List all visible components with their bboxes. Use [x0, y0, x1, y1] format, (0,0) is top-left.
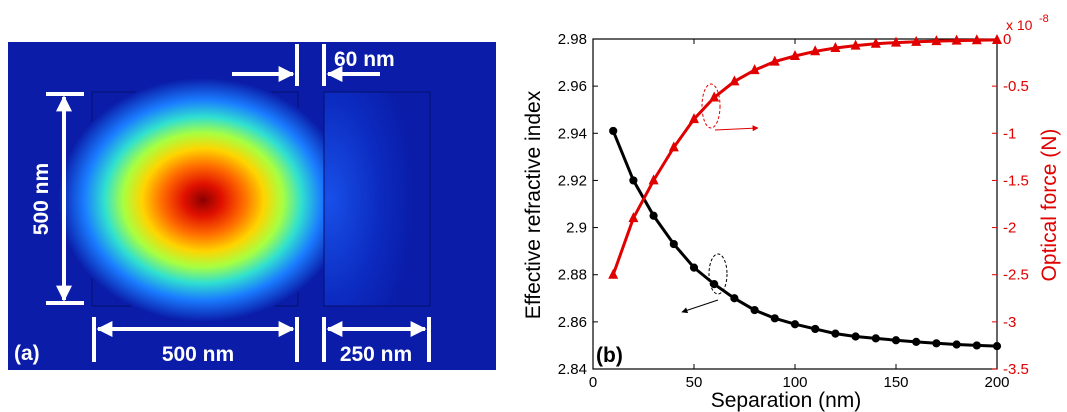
- panel-b-label: (b): [596, 344, 623, 367]
- data-point-left: [609, 126, 618, 136]
- data-point-right: [608, 268, 619, 279]
- data-point-left: [730, 294, 739, 303]
- data-point-left: [629, 176, 638, 185]
- black-curve-marker-ellipse: [708, 253, 728, 295]
- data-point-left: [972, 341, 981, 350]
- data-point-left: [871, 334, 880, 343]
- red-curve-marker-ellipse: [701, 83, 721, 129]
- data-point-left: [770, 314, 779, 323]
- series-line-right: [611, 38, 998, 276]
- data-point-left: [649, 211, 658, 220]
- chart-plot-area: 0 50 100 150 200 2.84 2.86 2.88 2.9 2.92 2.94 2.96 2…: [558, 31, 1029, 391]
- x-tick-label: 150: [883, 374, 908, 391]
- field-map-panel: 500 nm 500 nm 60 nm 250 nm (a): [8, 42, 496, 370]
- black-curve-axis-arrow: [681, 299, 719, 314]
- x-tick-label: 200: [984, 374, 1009, 391]
- y-right-tick-label: -1.5: [1003, 172, 1029, 189]
- chart-panel: 0 50 100 150 200 2.84 2.86 2.88 2.9 2.92 2.94 2.96 2…: [522, 13, 1061, 412]
- y-left-tick-label: 2.92: [558, 172, 587, 189]
- x-axis-label: Separation (nm): [711, 389, 862, 412]
- data-point-right: [951, 34, 962, 45]
- y-right-tick-label: -0.5: [1003, 78, 1029, 95]
- data-point-right: [628, 212, 639, 223]
- data-point-right: [810, 45, 821, 56]
- y-left-tick-label: 2.84: [558, 361, 587, 378]
- x-tick-label: 0: [589, 374, 597, 391]
- y-right-tick-label: -2: [1003, 220, 1016, 237]
- data-point-right: [668, 141, 679, 152]
- data-point-right: [648, 174, 659, 185]
- plot-frame: [592, 38, 998, 370]
- data-point-left: [669, 239, 678, 249]
- data-point-right: [769, 55, 780, 66]
- data-point-right: [931, 35, 942, 46]
- y-left-tick-label: 2.96: [558, 78, 587, 95]
- data-point-right: [992, 33, 1002, 44]
- y-right-tick-label: -1: [1003, 125, 1016, 142]
- panel-a-label: (a): [14, 342, 40, 365]
- data-point-right: [891, 36, 901, 47]
- series-line-left: [611, 130, 998, 348]
- data-point-left: [790, 320, 800, 329]
- gap-dim-label: 60 nm: [334, 48, 395, 71]
- width-dim-label: 500 nm: [162, 343, 234, 366]
- data-point-left: [811, 324, 820, 334]
- data-point-right: [850, 39, 861, 50]
- data-point-left: [750, 305, 759, 315]
- y-axis-left-label: Effective refractive index: [522, 90, 545, 319]
- data-point-left: [912, 337, 921, 346]
- data-point-right: [971, 34, 982, 45]
- y-left-tick-label: 2.9: [566, 220, 587, 237]
- y-axis-right-label: Optical force (N): [1038, 129, 1061, 282]
- y-left-tick-label: 2.94: [558, 125, 587, 142]
- y-left-tick-label: 2.88: [558, 267, 587, 284]
- y-left-tick-label: 2.86: [558, 314, 587, 331]
- data-point-right: [689, 113, 699, 124]
- width2-dim-label: 250 nm: [340, 343, 412, 366]
- data-point-left: [952, 340, 961, 349]
- data-point-left: [992, 342, 1002, 351]
- data-point-right: [870, 37, 881, 48]
- data-point-left: [710, 280, 719, 289]
- x-tick-label: 50: [686, 374, 703, 391]
- data-point-right: [790, 49, 800, 60]
- data-point-left: [831, 329, 840, 338]
- mode-hotspot: [58, 78, 348, 322]
- waveguide-right: [323, 91, 431, 307]
- y-right-tick-label: -3.5: [1003, 361, 1029, 378]
- y-left-tick-label: 2.98: [558, 31, 587, 48]
- red-curve-axis-arrow: [714, 125, 759, 132]
- data-point-right: [749, 64, 760, 75]
- data-point-right: [911, 35, 922, 46]
- y-right-tick-label: 0: [1003, 31, 1011, 48]
- data-point-left: [689, 263, 699, 272]
- data-point-left: [851, 332, 860, 341]
- data-point-right: [729, 75, 740, 86]
- height-dim-label: 500 nm: [30, 163, 53, 235]
- y-right-tick-label: -3: [1003, 314, 1016, 331]
- y-right-tick-label: -2.5: [1003, 267, 1029, 284]
- right-axis-exponent: x 10: [1006, 17, 1033, 33]
- right-axis-exponent-power: -8: [1039, 13, 1049, 25]
- data-point-left: [891, 336, 901, 345]
- data-point-right: [709, 91, 720, 102]
- x-tick-label: 100: [782, 374, 807, 391]
- data-point-left: [932, 339, 941, 348]
- data-point-right: [830, 41, 841, 52]
